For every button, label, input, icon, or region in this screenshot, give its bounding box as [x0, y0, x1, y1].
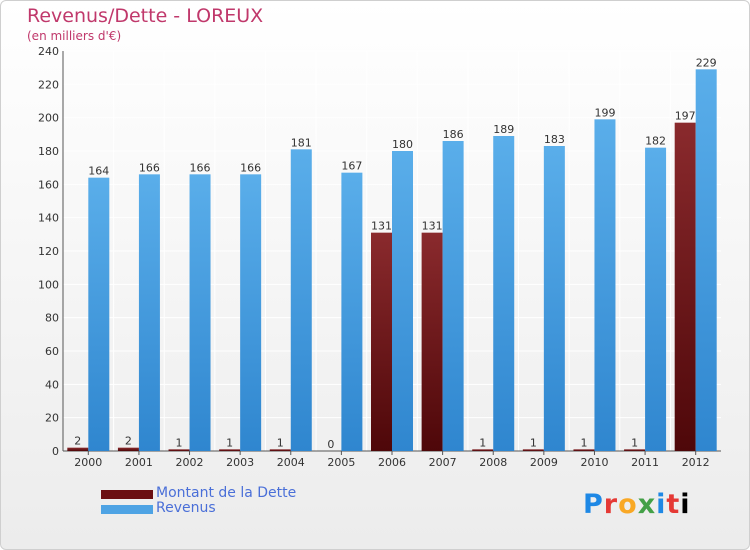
- data-label-dette: 1: [176, 436, 183, 449]
- bar-revenus: [695, 69, 717, 451]
- bar-dette: [371, 232, 392, 451]
- x-tick-label: 2000: [74, 456, 102, 469]
- bar-revenus: [88, 177, 110, 451]
- y-tick-label: 240: [38, 45, 59, 58]
- y-tick-label: 120: [38, 245, 59, 258]
- y-tick-label: 40: [45, 378, 59, 391]
- data-label-revenus: 180: [392, 138, 413, 151]
- x-tick-label: 2004: [277, 456, 305, 469]
- data-label-revenus: 183: [544, 133, 565, 146]
- bar-dette: [674, 122, 696, 452]
- x-tick-label: 2006: [378, 456, 406, 469]
- chart-title: Revenus/Dette - LOREUX: [27, 5, 264, 27]
- x-tick-label: 2009: [530, 456, 558, 469]
- x-tick-label: 2012: [682, 456, 710, 469]
- data-label-dette: 1: [226, 436, 233, 449]
- legend-label-dette: Montant de la Dette: [156, 485, 297, 501]
- data-label-revenus: 189: [493, 123, 514, 136]
- data-label-revenus: 166: [240, 161, 261, 174]
- data-label-revenus: 229: [696, 56, 717, 69]
- bar-revenus: [189, 174, 211, 452]
- bar-revenus: [341, 172, 363, 451]
- y-tick-label: 160: [38, 178, 59, 191]
- bar-dette: [624, 449, 646, 451]
- x-tick-label: 2003: [226, 456, 254, 469]
- data-label-revenus: 166: [190, 161, 211, 174]
- proxiti-logo: Proxiti: [583, 489, 691, 520]
- bar-revenus: [594, 119, 616, 451]
- bar-dette: [269, 449, 291, 451]
- bar-revenus: [138, 174, 160, 452]
- y-tick-label: 0: [52, 445, 59, 458]
- bar-revenus: [290, 149, 312, 452]
- bar-revenus: [645, 147, 667, 451]
- x-tick-label: 2007: [429, 456, 457, 469]
- bar-dette: [472, 449, 494, 451]
- bar-revenus: [240, 174, 262, 452]
- y-tick-label: 140: [38, 212, 59, 225]
- bar-revenus: [442, 141, 464, 451]
- y-tick-label: 100: [38, 278, 59, 291]
- data-label-revenus: 166: [139, 161, 160, 174]
- data-label-revenus: 182: [645, 135, 666, 148]
- x-tick-label: 2008: [479, 456, 507, 469]
- bars: [67, 69, 717, 452]
- data-label-dette: 1: [277, 436, 284, 449]
- chart-subtitle: (en milliers d'€): [27, 29, 122, 43]
- bar-dette: [219, 449, 241, 451]
- bar-revenus: [543, 146, 565, 451]
- data-label-revenus: 186: [443, 128, 464, 141]
- x-tick-label: 2005: [327, 456, 355, 469]
- bar-dette: [117, 447, 139, 451]
- x-tick-label: 2011: [631, 456, 659, 469]
- data-label-dette: 131: [422, 220, 443, 233]
- legend-label-revenus: Revenus: [156, 500, 216, 516]
- y-tick-label: 60: [45, 345, 59, 358]
- data-label-dette: 131: [371, 220, 392, 233]
- x-tick-label: 2010: [580, 456, 608, 469]
- data-label-dette: 0: [327, 438, 334, 451]
- bar-dette: [421, 232, 443, 451]
- bar-revenus: [493, 136, 515, 451]
- y-tick-label: 20: [45, 412, 59, 425]
- data-label-revenus: 199: [594, 106, 615, 119]
- y-tick-label: 180: [38, 145, 59, 158]
- data-label-revenus: 167: [341, 160, 362, 173]
- data-label-dette: 1: [631, 436, 638, 449]
- bar-dette: [168, 449, 190, 451]
- data-label-revenus: 181: [291, 136, 312, 149]
- y-tick-label: 220: [38, 78, 59, 91]
- data-labels: 2 164 2 166 1 166 1 166 1 181 0 167 131 180 131 186 1 189…: [74, 56, 716, 451]
- y-tick-label: 80: [45, 312, 59, 325]
- data-label-dette: 1: [479, 436, 486, 449]
- x-tick-label: 2001: [125, 456, 153, 469]
- data-label-dette: 197: [675, 110, 696, 123]
- bar-dette: [573, 449, 595, 451]
- y-tick-label: 200: [38, 112, 59, 125]
- data-label-dette: 2: [74, 435, 81, 448]
- legend-swatch-dette: [101, 490, 153, 499]
- bar-dette: [522, 449, 544, 451]
- data-label-revenus: 164: [88, 165, 109, 178]
- legend-swatch-revenus: [101, 505, 153, 514]
- data-label-dette: 1: [530, 436, 537, 449]
- bar-revenus: [392, 151, 413, 451]
- data-label-dette: 1: [580, 436, 587, 449]
- data-label-dette: 2: [125, 435, 132, 448]
- bar-dette: [67, 447, 89, 451]
- x-tick-label: 2002: [176, 456, 204, 469]
